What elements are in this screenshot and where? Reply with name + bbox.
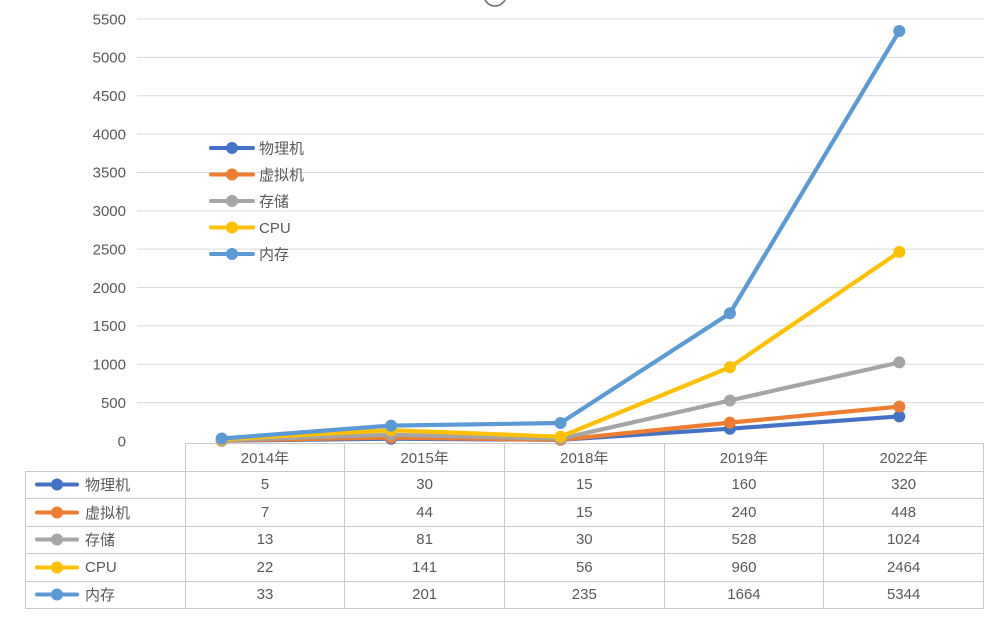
legend-label: 物理机 (259, 140, 304, 157)
legend-item-4[interactable]: 内存 (209, 246, 289, 263)
table-value-cell: 1664 (663, 580, 825, 609)
y-axis-tick-label: 4500 (93, 88, 126, 105)
data-point[interactable] (723, 416, 736, 429)
table-value-cell: 160 (663, 470, 825, 499)
legend-item-2[interactable]: 存储 (209, 193, 289, 210)
table-row: 虚拟机 7 44 15 240 448 (25, 498, 984, 527)
legend-label: CPU (259, 220, 291, 237)
series-key-cell: 物理机 (25, 470, 186, 499)
legend-dot-icon (226, 142, 238, 154)
y-axis-tick-label: 1500 (93, 318, 126, 335)
table-value-cell: 33 (184, 580, 346, 609)
table-value-cell: 960 (663, 553, 825, 582)
series-key-cell: 存储 (25, 525, 186, 554)
data-point[interactable] (554, 417, 567, 429)
legend-label: 虚拟机 (259, 167, 304, 184)
data-point[interactable] (723, 361, 736, 374)
table-value-cell: 448 (823, 498, 984, 527)
legend-dot-icon (226, 195, 238, 207)
table-value-cell: 235 (503, 580, 665, 609)
table-row: 存储 13 81 30 528 1024 (25, 525, 984, 554)
table-value-cell: 320 (823, 470, 984, 499)
y-axis-tick-label: 3000 (93, 203, 126, 220)
series-key-label: 虚拟机 (85, 504, 131, 522)
table-value-cell: 2464 (823, 553, 984, 582)
table-header-cell: 2019年 (663, 443, 825, 472)
table-header-cell: 2014年 (184, 443, 346, 472)
gridlines (137, 18, 984, 404)
series-key-label: 存储 (85, 532, 116, 550)
table-row: 内存 33 201 235 1664 5344 (25, 580, 984, 609)
cropped-title-glyph (484, 0, 506, 7)
series-key-marker-icon (35, 506, 79, 519)
table-value-cell: 5344 (823, 580, 984, 609)
legend-item-0[interactable]: 物理机 (209, 140, 304, 157)
data-point[interactable] (723, 394, 736, 407)
data-point[interactable] (893, 356, 906, 369)
table-value-cell: 528 (663, 525, 825, 554)
series-line[interactable] (219, 28, 902, 441)
series-key-marker-icon (35, 588, 79, 601)
series-key-marker-icon (35, 478, 79, 491)
series-key-label: 内存 (85, 587, 116, 605)
y-axis-tick-label: 1000 (93, 357, 126, 374)
data-point[interactable] (554, 430, 567, 443)
data-point[interactable] (893, 245, 906, 258)
y-axis-tick-label: 2500 (93, 241, 126, 258)
y-axis-tick-label: 3500 (93, 165, 126, 182)
series-key-cell: 虚拟机 (25, 498, 186, 527)
y-axis: 0 500 1000 1500 2000 2500 3000 3500 4000 4500 5000… (93, 11, 126, 450)
legend-label: 内存 (259, 246, 289, 263)
y-axis-tick-label: 4000 (93, 126, 126, 143)
y-axis-tick-label: 2000 (93, 280, 126, 297)
chart-data-table[interactable]: 2014年 2015年 2018年 2019年 2022年 物理机 5 30 15 160 320… (25, 443, 984, 609)
table-value-cell: 7 (184, 498, 346, 527)
legend-item-3[interactable]: CPU (209, 220, 291, 237)
legend-item-1[interactable]: 虚拟机 (209, 167, 304, 184)
y-axis-tick-label: 500 (101, 395, 126, 412)
data-point[interactable] (893, 410, 906, 423)
table-header-row: 2014年 2015年 2018年 2019年 2022年 (26, 443, 984, 472)
legend-label: 存储 (259, 193, 289, 210)
series-key-marker-icon (35, 533, 79, 546)
data-point[interactable] (893, 400, 906, 413)
table-value-cell: 240 (663, 498, 825, 527)
series-line[interactable] (219, 249, 902, 442)
table-value-cell: 141 (344, 553, 505, 582)
table-value-cell: 22 (184, 553, 346, 582)
y-axis-tick-label: 5500 (93, 11, 126, 28)
legend-dot-icon (226, 168, 238, 181)
data-point[interactable] (215, 432, 228, 445)
table-value-cell: 30 (503, 525, 665, 554)
y-axis-tick-label: 0 (118, 433, 126, 450)
table-value-cell: 1024 (823, 525, 984, 554)
y-axis-tick-label: 5000 (93, 50, 126, 67)
series-4[interactable] (215, 25, 906, 445)
table-value-cell: 201 (344, 580, 505, 609)
series-key-marker-icon (35, 561, 79, 574)
data-point[interactable] (893, 25, 906, 37)
table-row: 物理机 5 30 15 160 320 (25, 470, 984, 499)
legend-dot-icon (226, 248, 238, 260)
data-point[interactable] (385, 419, 398, 432)
series-key-label: CPU (85, 558, 117, 576)
table-header-cell: 2022年 (823, 443, 984, 472)
series-key-cell: 内存 (25, 580, 186, 609)
series-key-label: 物理机 (85, 477, 131, 495)
data-point[interactable] (723, 307, 736, 320)
series-key-cell: CPU (25, 553, 186, 582)
legend-dot-icon (226, 221, 238, 234)
